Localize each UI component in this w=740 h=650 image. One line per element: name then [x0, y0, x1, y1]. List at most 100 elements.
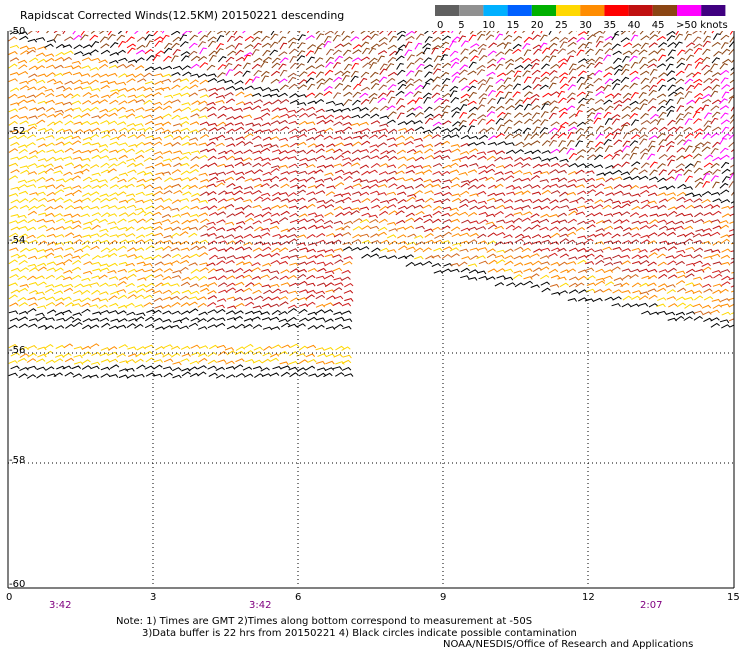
wind-barb	[55, 344, 65, 349]
wind-barb	[712, 225, 722, 230]
wind-barb	[694, 142, 704, 148]
wind-barb	[694, 57, 704, 64]
wind-barb	[720, 34, 730, 41]
wind-barb	[317, 267, 327, 272]
wind-barb	[470, 31, 474, 35]
wind-barb	[334, 102, 345, 107]
wind-barb	[559, 72, 569, 78]
wind-barb	[90, 282, 100, 286]
wind-barb	[431, 254, 441, 259]
wind-barb	[325, 249, 335, 253]
wind-barb	[45, 219, 56, 224]
wind-barb	[71, 93, 81, 99]
wind-barb	[451, 148, 461, 153]
wind-barb	[145, 40, 154, 48]
wind-barb	[262, 211, 272, 217]
wind-barb	[189, 360, 200, 365]
wind-barb	[604, 118, 613, 125]
wind-barb	[163, 185, 173, 190]
wind-barb	[332, 287, 343, 293]
wind-barb	[720, 189, 730, 195]
wind-barb	[26, 226, 37, 231]
wind-barb	[80, 163, 90, 169]
wind-barb	[317, 372, 327, 378]
wind-barb	[514, 282, 524, 288]
wind-barb	[252, 310, 263, 315]
wind-barb	[558, 219, 568, 223]
wind-barb	[369, 183, 379, 189]
wind-barb	[189, 84, 199, 90]
wind-barb	[118, 142, 128, 146]
wind-barb	[262, 56, 272, 63]
wind-barb	[144, 226, 154, 230]
wind-barb	[234, 310, 244, 315]
wind-barb	[335, 212, 345, 218]
wind-barb	[180, 212, 191, 216]
wind-barb	[235, 281, 245, 286]
wind-barb	[172, 92, 183, 97]
wind-barb	[505, 31, 510, 35]
wind-barb	[152, 101, 163, 106]
wind-barb	[729, 125, 734, 132]
wind-barb	[575, 282, 585, 288]
wind-barb	[54, 325, 65, 330]
wind-barb	[541, 197, 551, 203]
wind-barb	[99, 73, 109, 78]
wind-barb	[730, 66, 734, 71]
wind-barb	[504, 213, 515, 218]
wind-barb	[720, 119, 730, 125]
wind-barb	[296, 367, 307, 372]
wind-barb	[469, 220, 479, 225]
wind-barb	[108, 295, 118, 301]
wind-barb	[126, 43, 136, 49]
wind-barb	[243, 149, 253, 154]
wind-barb	[595, 125, 605, 132]
wind-barb	[370, 33, 379, 40]
wind-barb	[137, 78, 147, 83]
wind-barb	[639, 268, 649, 273]
wind-barb	[578, 289, 588, 294]
wind-barb	[306, 149, 316, 155]
wind-barb	[107, 120, 118, 125]
wind-barb	[306, 248, 316, 253]
wind-barb	[694, 62, 703, 69]
wind-barb	[206, 221, 216, 226]
wind-barb	[38, 316, 48, 322]
wind-barb	[306, 164, 316, 169]
wind-barb	[323, 220, 334, 225]
wind-barb	[153, 297, 163, 302]
wind-barb	[595, 277, 606, 282]
wind-barb	[62, 56, 73, 62]
wind-barb	[603, 84, 612, 92]
wind-barb	[179, 156, 189, 161]
wind-barb	[712, 270, 722, 274]
wind-barb	[611, 114, 621, 120]
wind-barb	[577, 235, 587, 240]
wind-barb	[17, 219, 28, 224]
wind-barb	[720, 254, 731, 259]
wind-barb	[666, 35, 676, 42]
wind-barb	[344, 282, 354, 288]
wind-barb	[701, 190, 712, 196]
wind-barb	[549, 169, 559, 174]
wind-barb	[287, 227, 297, 232]
wind-barb	[368, 92, 378, 99]
wind-barb	[434, 192, 444, 196]
wind-barb	[675, 78, 685, 84]
wind-barb	[118, 374, 129, 379]
wind-barb	[649, 213, 659, 218]
wind-barb	[91, 154, 101, 159]
wind-barb	[667, 169, 677, 176]
wind-barb	[235, 49, 244, 56]
wind-barb	[386, 164, 397, 169]
wind-barb	[486, 205, 496, 210]
wind-barb	[19, 366, 29, 372]
wind-barb	[316, 155, 326, 160]
wind-barb	[379, 247, 390, 252]
wind-barb	[215, 322, 226, 328]
wind-barb	[641, 204, 651, 210]
wind-barb	[326, 233, 336, 237]
wind-barb	[107, 168, 117, 174]
wind-barb	[693, 276, 703, 281]
wind-barb	[540, 76, 550, 82]
